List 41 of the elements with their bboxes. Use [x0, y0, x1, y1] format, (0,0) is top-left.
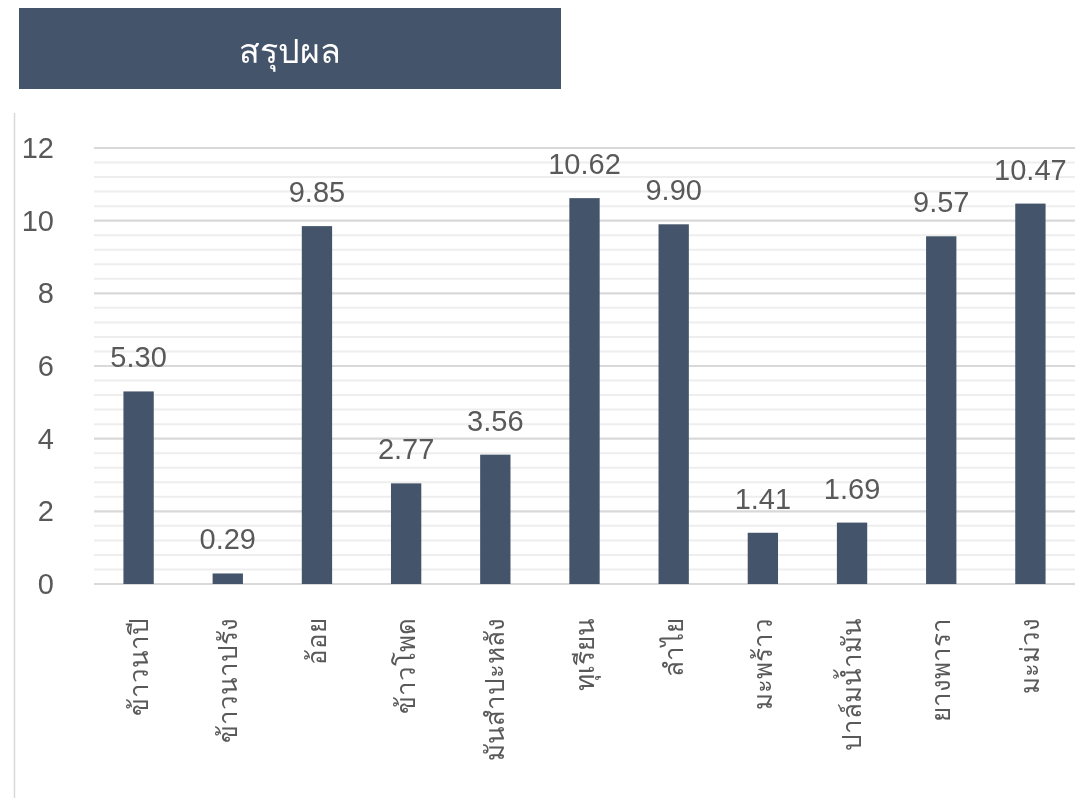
x-tick-label: ข้าวโพด [391, 618, 422, 714]
x-tick-label: ปาล์มน้ำมัน [833, 618, 868, 751]
y-tick-label: 4 [37, 422, 54, 455]
data-label: 9.57 [913, 186, 970, 219]
y-tick-label: 12 [21, 132, 54, 164]
x-tick-label: อ้อย [301, 618, 332, 665]
x-tick-label: ทุเรียน [569, 618, 601, 691]
x-tick-label: มันสำปะหลัง [480, 618, 511, 761]
data-label: 0.29 [199, 523, 256, 556]
y-tick-label: 6 [37, 350, 54, 382]
bar [836, 522, 868, 584]
data-label: 10.62 [548, 148, 621, 181]
data-label: 3.56 [467, 404, 524, 437]
bar [747, 532, 779, 584]
data-label: 5.30 [110, 341, 167, 374]
y-tick-label: 0 [37, 568, 54, 600]
chart-title: สรุปผล [239, 32, 341, 72]
bar [926, 236, 957, 584]
x-tick-label: ข้าวนาปี [123, 618, 154, 716]
x-tick-label: มะพร้าว [747, 618, 778, 710]
bar [301, 226, 333, 584]
bar [212, 573, 243, 584]
data-label: 1.69 [823, 472, 881, 505]
bar [1015, 203, 1046, 584]
data-label: 9.90 [645, 174, 702, 207]
y-tick-label: 10 [21, 204, 54, 237]
data-label: 1.41 [734, 482, 792, 515]
y-tick-label: 8 [37, 277, 54, 310]
x-tick-label: ข้าวนาปรัง [212, 618, 243, 743]
x-tick-label: ลำไย [658, 618, 689, 677]
x-tick-label: มะม่วง [1015, 618, 1046, 694]
bar [658, 224, 689, 584]
bar [480, 454, 511, 584]
y-tick-label: 2 [37, 495, 54, 528]
data-label: 2.77 [377, 433, 435, 466]
bar [569, 198, 600, 584]
data-label: 9.85 [288, 176, 346, 209]
data-label: 10.47 [994, 153, 1067, 186]
bar [390, 483, 422, 584]
x-tick-label: ยางพารา [926, 618, 957, 722]
bar [123, 391, 154, 584]
